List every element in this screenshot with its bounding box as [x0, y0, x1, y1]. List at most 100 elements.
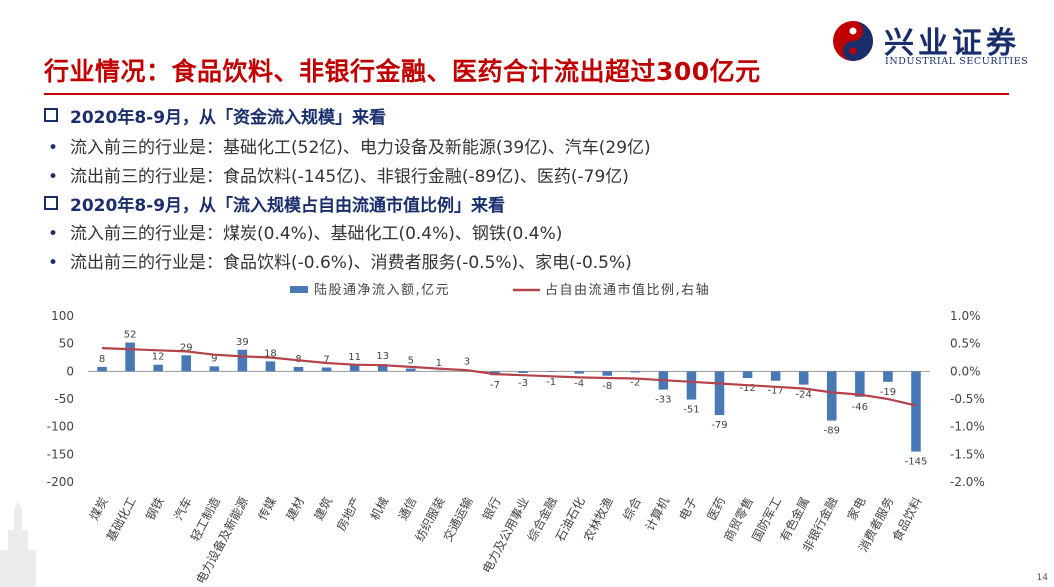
bar-data-label: -3: [518, 378, 528, 389]
category-tick-label: 机械: [367, 494, 392, 522]
category-tick-label: 通信: [396, 495, 420, 523]
bullet-item-1: • 流入前三的行业是：基础化工(52亿)、电力设备及新能源(39亿)、汽车(29亿…: [48, 138, 651, 158]
bar: [602, 371, 613, 376]
bar: [770, 371, 781, 381]
bar: [855, 371, 865, 397]
bar-data-label: 1: [436, 358, 442, 369]
right-axis-tick-label: 1.0%: [950, 309, 981, 323]
bar: [293, 366, 304, 372]
bar: [237, 349, 248, 372]
logo-mark-icon: [833, 21, 873, 61]
right-axis-tick-label: -1.5%: [950, 447, 985, 461]
bar: [265, 361, 276, 372]
title-rule: [44, 93, 1009, 95]
bar-data-label: 52: [124, 330, 137, 341]
bar-data-label: -8: [602, 381, 612, 392]
bar: [349, 365, 360, 372]
building-watermark-icon: [0, 500, 36, 587]
category-tick-label: 房地产: [333, 494, 363, 533]
logo-chinese-name: 兴业证券: [884, 26, 1020, 61]
bar-data-label: -79: [711, 420, 727, 431]
category-tick-label: 计算机: [642, 494, 672, 533]
bar: [405, 368, 416, 372]
page-number: 14: [1036, 573, 1048, 583]
bar-data-label: 29: [180, 342, 193, 353]
bar: [125, 342, 135, 372]
bar: [686, 371, 697, 400]
category-tick-label: 传媒: [255, 494, 280, 522]
category-tick-label: 建筑: [311, 494, 336, 522]
category-tick-label: 医药: [705, 495, 729, 523]
bar-data-label: -51: [683, 405, 699, 416]
bar: [546, 371, 556, 372]
company-logo: 兴业证券 INDUSTRIAL SECURITIES: [832, 18, 1052, 68]
bar-data-label: 7: [323, 354, 329, 365]
bar: [209, 366, 220, 372]
bar: [742, 371, 753, 378]
bar: [798, 371, 809, 385]
square-bullet-icon: [44, 196, 58, 210]
bar-data-label: 3: [464, 357, 470, 368]
bar-data-label: -89: [824, 426, 840, 437]
right-axis-tick-label: 0.5%: [950, 337, 981, 351]
category-tick-label: 银行: [480, 495, 504, 523]
ratio-line: [101, 347, 917, 407]
category-tick-label: 综合: [619, 494, 644, 522]
bar-data-label: -46: [852, 402, 868, 413]
bullet-heading-2: 2020年8-9月，从「流入规模占自由流通市值比例」来看: [44, 191, 505, 216]
bar-data-label: 5: [408, 356, 414, 367]
bar-data-label: 13: [376, 351, 389, 362]
bar-data-label: 8: [99, 354, 105, 365]
left-axis-tick-label: -200: [47, 475, 74, 489]
right-axis-tick-label: -1.0%: [950, 420, 985, 434]
bullet-item-4: • 流出前三的行业是：食品饮料(-0.6%)、消费者服务(-0.5%)、家电(-0…: [48, 253, 632, 273]
left-axis-tick-label: -150: [47, 447, 74, 461]
bar: [574, 371, 584, 374]
left-axis-tick-label: -50: [54, 392, 74, 406]
right-axis-tick-label: 0.0%: [950, 364, 981, 378]
right-axis-tick-label: -0.5%: [950, 392, 985, 406]
bar-data-label: 18: [264, 348, 277, 359]
bar: [883, 371, 893, 382]
bar: [434, 370, 444, 372]
dot-bullet-icon: •: [48, 167, 59, 187]
category-tick-label: 汽车: [170, 494, 195, 522]
bar: [518, 371, 528, 373]
bar-data-label: 11: [348, 352, 361, 363]
right-axis-tick-label: -2.0%: [950, 475, 985, 489]
category-tick-label: 煤炭: [87, 495, 111, 523]
bar-data-label: -19: [880, 387, 896, 398]
bar-data-label: -145: [905, 457, 928, 468]
bar: [97, 366, 107, 372]
category-tick-label: 钢铁: [143, 495, 167, 523]
bar: [714, 371, 725, 416]
dot-bullet-icon: •: [48, 138, 59, 158]
page-title: 行业情况：食品饮料、非银行金融、医药合计流出超过300亿元: [44, 57, 761, 86]
bar: [321, 367, 332, 372]
category-tick-label: 电子: [676, 495, 700, 523]
bar-data-label: 12: [152, 352, 165, 363]
bar: [911, 371, 921, 452]
bullet-heading-1: 2020年8-9月，从「资金流入规模」来看: [44, 103, 386, 128]
bar-data-label: -33: [655, 395, 671, 406]
left-axis-tick-label: -100: [47, 420, 74, 434]
logo-english-name: INDUSTRIAL SECURITIES: [885, 56, 1029, 67]
bar-data-label: -12: [739, 383, 755, 394]
bar: [377, 364, 388, 372]
bar-data-label: 39: [236, 337, 249, 348]
category-tick-label: 家电: [844, 494, 869, 522]
bar: [826, 371, 837, 421]
bar-data-label: -4: [574, 379, 584, 390]
bar-data-label: 9: [211, 353, 217, 364]
bar-data-label: -7: [490, 380, 500, 391]
bar: [153, 364, 163, 372]
category-tick-label: 建材: [284, 495, 308, 523]
bar: [181, 355, 192, 372]
industry-flow-chart: 陆股通净流入额,亿元 占自由流通市值比例,右轴 100 50 0 -50 -100 -150 -…: [47, 282, 985, 586]
dot-bullet-icon: •: [48, 224, 59, 244]
square-bullet-icon: [44, 108, 58, 122]
bullet-item-3: • 流入前三的行业是：煤炭(0.4%)、基础化工(0.4%)、钢铁(0.4%): [48, 224, 563, 244]
bar: [630, 371, 641, 373]
legend-bar-swatch: [290, 286, 308, 293]
left-axis-tick-label: 100: [51, 309, 74, 323]
